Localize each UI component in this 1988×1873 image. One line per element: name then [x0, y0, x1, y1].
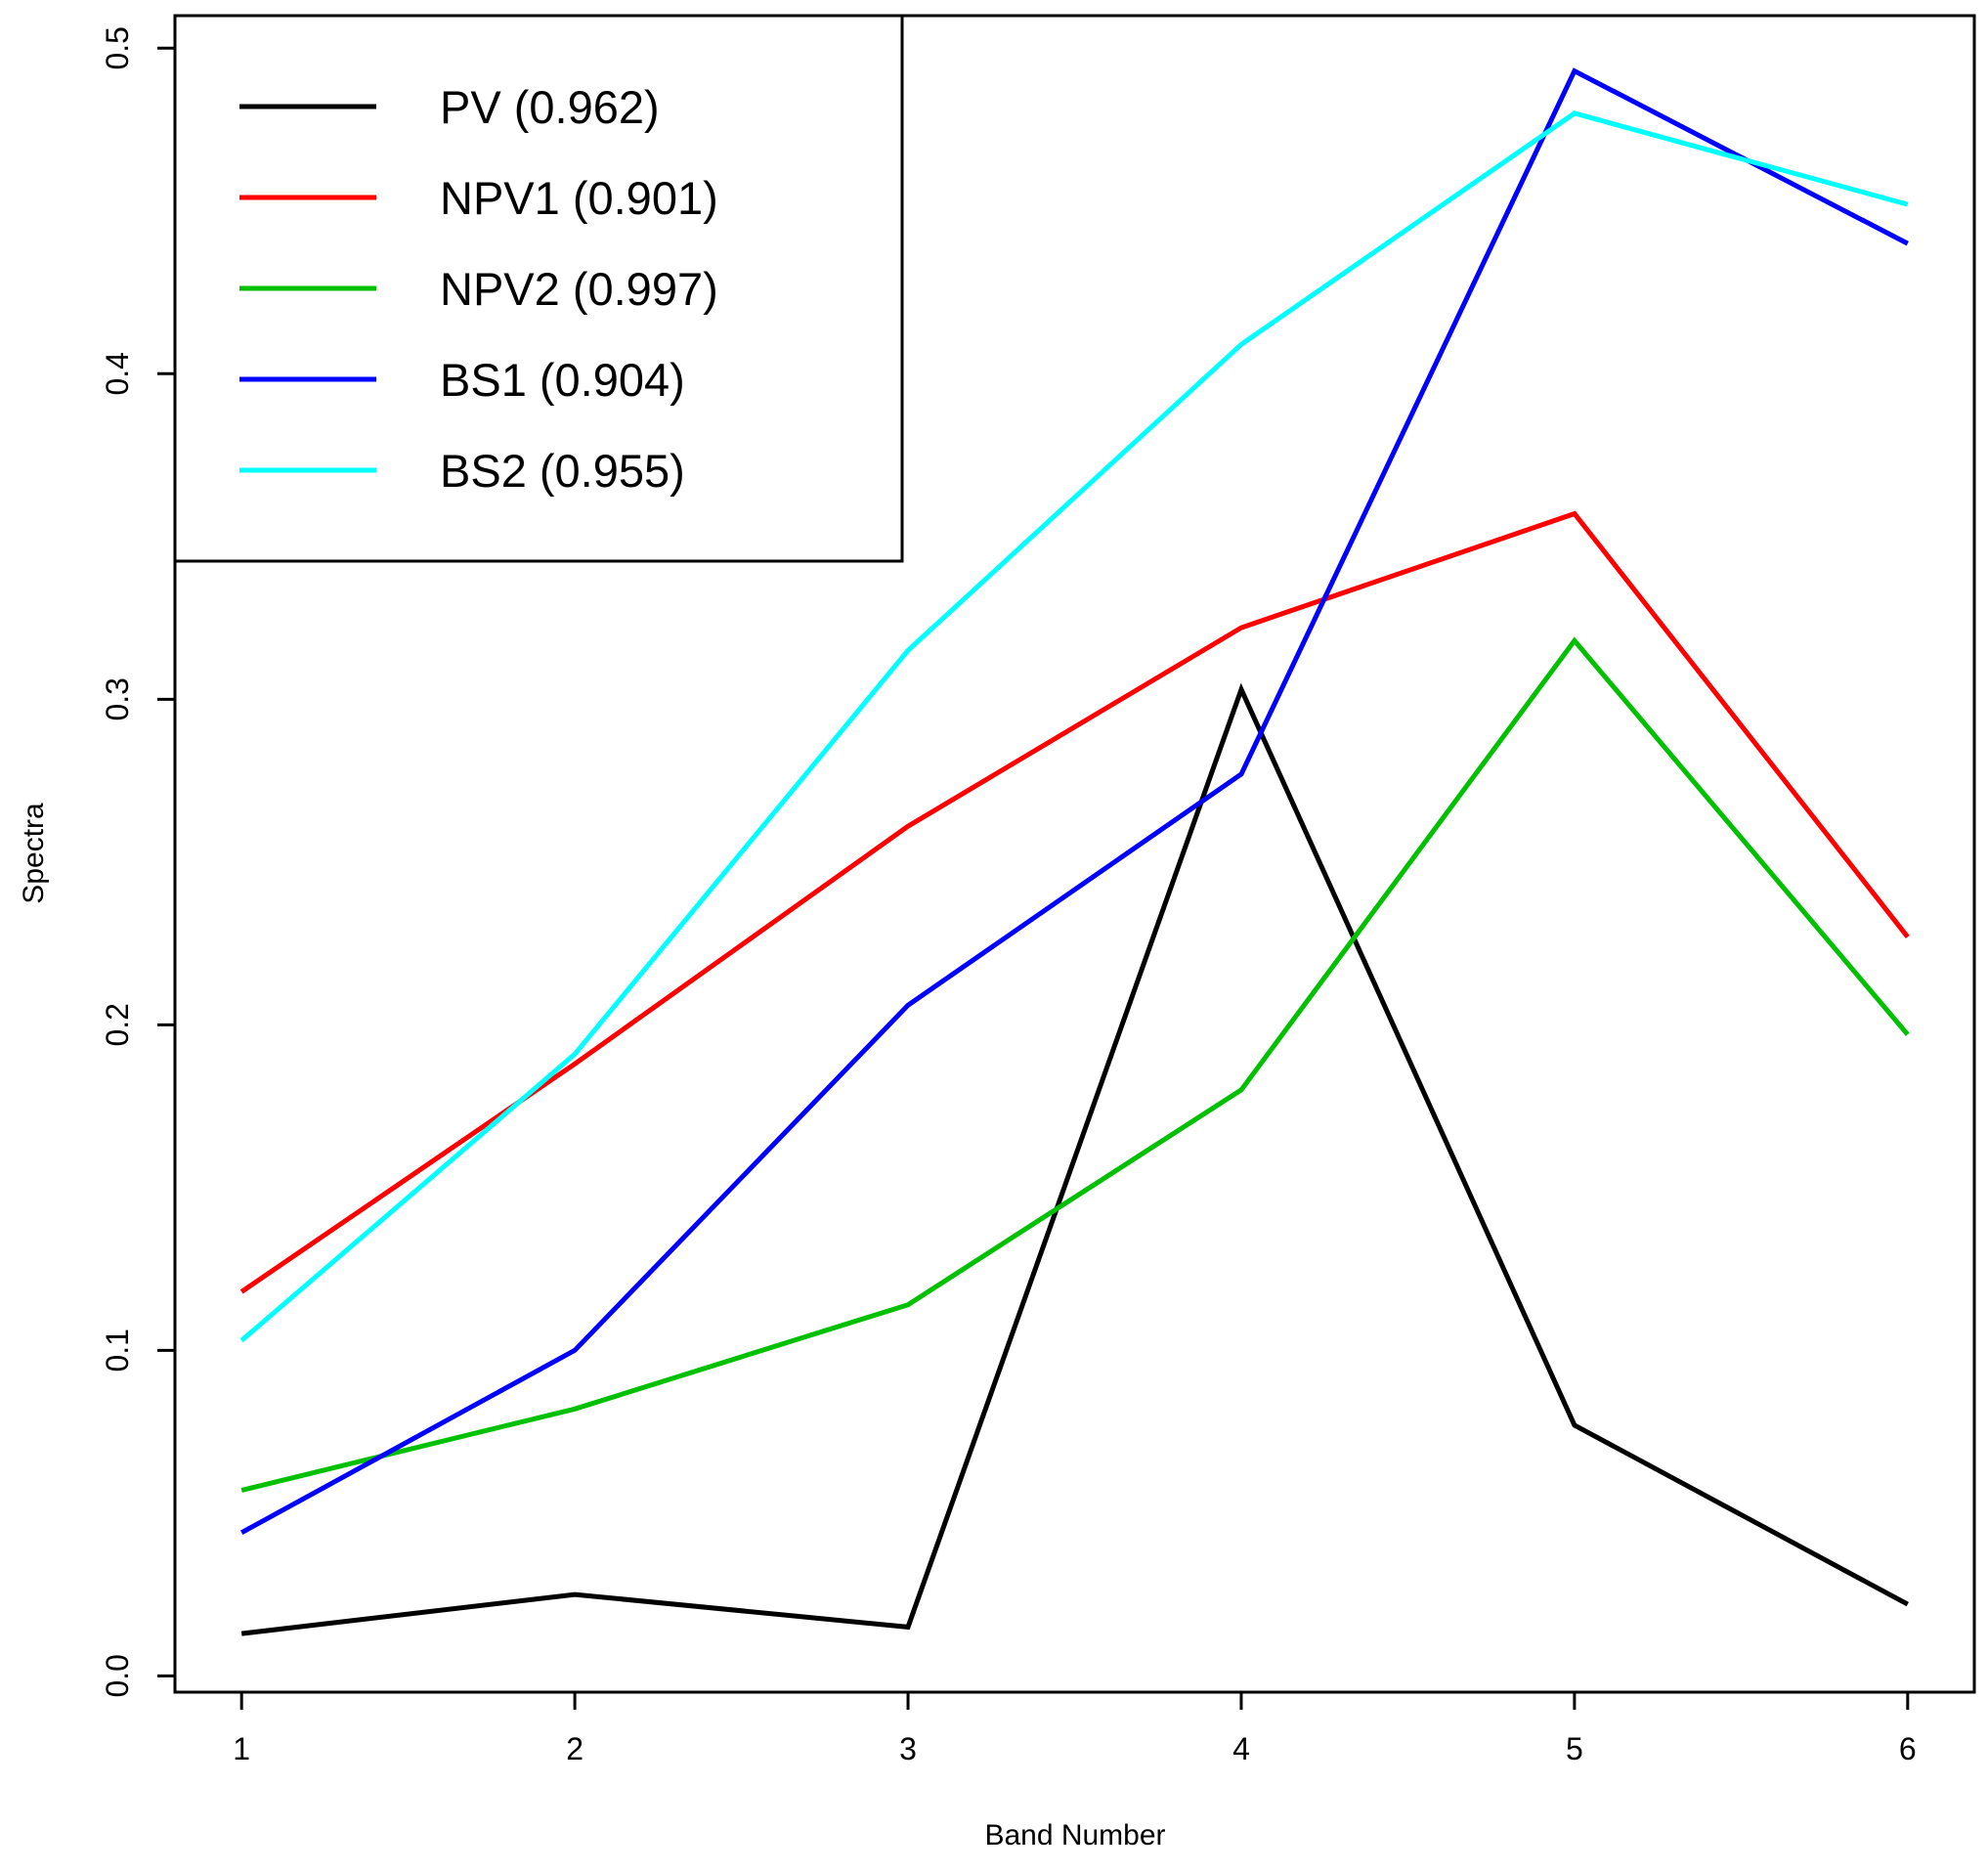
legend-item-bs1: BS1 (0.904) [239, 354, 685, 406]
legend-item-bs2: BS2 (0.955) [239, 445, 685, 497]
x-tick-label-1: 1 [233, 1731, 250, 1766]
y-tick-label-0-1: 0.1 [100, 1329, 135, 1372]
y-tick-label-0-4: 0.4 [100, 352, 135, 395]
x-tick-label-6: 6 [1899, 1731, 1917, 1766]
y-tick-label-0: 0.0 [100, 1654, 135, 1697]
legend-label-pv: PV (0.962) [440, 81, 660, 133]
y-axis-title: Spectra [18, 803, 50, 904]
x-tick-label-2: 2 [566, 1731, 583, 1766]
y-tick-label-0-5: 0.5 [100, 26, 135, 69]
x-tick-label-4: 4 [1232, 1731, 1250, 1766]
series-line-bs1 [240, 67, 1909, 1535]
y-tick-label-0-3: 0.3 [100, 677, 135, 720]
series-line-pv [240, 682, 1909, 1636]
legend-item-npv2: NPV2 (0.997) [239, 263, 718, 315]
series-line-npv2 [240, 636, 1910, 1493]
legend-item-pv: PV (0.962) [239, 81, 660, 133]
legend-label-npv2: NPV2 (0.997) [440, 263, 718, 315]
legend: PV (0.962) NPV1 (0.901) NPV2 (0.997) BS1 (0… [173, 14, 904, 563]
legend-label-npv1: NPV1 (0.901) [440, 172, 718, 224]
legend-label-bs2: BS2 (0.955) [440, 445, 685, 497]
x-axis: 1 2 3 4 5 6 [233, 1690, 1917, 1766]
y-tick-label-0-2: 0.2 [100, 1003, 135, 1046]
x-tick-label-3: 3 [899, 1731, 917, 1766]
legend-item-npv1: NPV1 (0.901) [239, 172, 718, 224]
x-axis-title: Band Number [984, 1819, 1165, 1851]
series-line-bs2 [239, 110, 1909, 1343]
x-tick-label-5: 5 [1566, 1731, 1583, 1766]
legend-entries: PV (0.962) NPV1 (0.901) NPV2 (0.997) BS1 (0… [239, 81, 718, 497]
series-lines [239, 67, 1910, 1636]
legend-label-bs1: BS1 (0.904) [440, 354, 685, 406]
